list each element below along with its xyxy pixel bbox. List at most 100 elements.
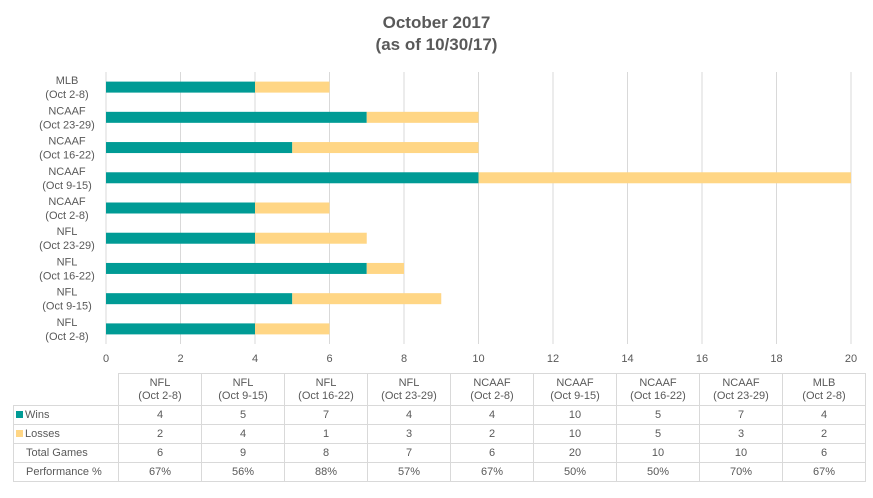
y-tick-label: (Oct 2-8) (45, 210, 88, 222)
y-tick-label: NFL (57, 256, 78, 268)
row-header: Performance % (13, 462, 119, 482)
x-tick-label: 0 (103, 353, 109, 365)
corner-cell (13, 373, 119, 406)
column-header: NFL (Oct 23-29) (367, 373, 451, 406)
x-tick-label: 8 (401, 353, 407, 365)
table-cell: 4 (367, 405, 451, 425)
y-tick-label: NCAAF (48, 196, 86, 208)
bar-losses (255, 202, 330, 214)
column-header: NFL (Oct 9-15) (201, 373, 285, 406)
table-cell: 50% (616, 462, 700, 482)
x-tick-label: 12 (547, 353, 559, 365)
table-cell: 67% (118, 462, 202, 482)
column-header: NFL (Oct 16-22) (284, 373, 368, 406)
row-header: Losses (13, 424, 119, 444)
table-cell: 2 (782, 424, 866, 444)
table-cell: 5 (616, 405, 700, 425)
column-header: NCAAF (Oct 23-29) (699, 373, 783, 406)
y-tick-label: (Oct 9-15) (42, 180, 92, 192)
bar-wins (106, 172, 479, 184)
table-row: Wins 4 5 7 4 4 10 5 7 4 (13, 405, 866, 425)
data-table: NFL (Oct 2-8) NFL (Oct 9-15) NFL (Oct 16-22) N… (13, 373, 866, 482)
table-cell: 70% (699, 462, 783, 482)
x-tick-label: 18 (770, 353, 782, 365)
table-cell: 5 (616, 424, 700, 444)
table-cell: 10 (533, 405, 617, 425)
x-tick-label: 4 (252, 353, 258, 365)
table-cell: 8 (284, 443, 368, 463)
legend-key (16, 411, 23, 418)
y-tick-label: NCAAF (48, 166, 86, 178)
y-tick-label: (Oct 9-15) (42, 301, 92, 313)
x-tick-label: 10 (472, 353, 484, 365)
table-cell: 9 (201, 443, 285, 463)
table-cell: 20 (533, 443, 617, 463)
bar-losses (292, 293, 442, 305)
table-cell: 2 (118, 424, 202, 444)
subtitle: (as of 10/30/17) (375, 35, 498, 54)
row-header: Wins (13, 405, 119, 425)
table-row: Losses 2 4 1 3 2 10 5 3 2 (13, 424, 866, 444)
y-tick-label: NFL (57, 287, 78, 299)
bar-wins (106, 81, 255, 93)
table-cell: 4 (450, 405, 534, 425)
column-header: MLB (Oct 2-8) (782, 373, 866, 406)
x-tick-label: 2 (177, 353, 183, 365)
table-header: NFL (Oct 2-8) NFL (Oct 9-15) NFL (Oct 16-22) N… (13, 373, 866, 406)
bar-losses (255, 81, 330, 93)
bar-chart: 0 2 4 6 8 10 12 14 16 18 20 NFL (Oct 2-8) NFL (Oct 9-1… (39, 72, 857, 365)
title: October 2017 (382, 13, 491, 32)
table-cell: 6 (118, 443, 202, 463)
column-header: NFL (Oct 2-8) (118, 373, 202, 406)
y-tick-label: (Oct 16-22) (39, 270, 95, 282)
y-tick-label: MLB (56, 75, 79, 87)
y-tick-label: (Oct 16-22) (39, 150, 95, 162)
table-cell: 50% (533, 462, 617, 482)
table-cell: 10 (533, 424, 617, 444)
table-cell: 7 (699, 405, 783, 425)
table-cell: 6 (450, 443, 534, 463)
column-header: NCAAF (Oct 2-8) (450, 373, 534, 406)
x-tick-label: 16 (696, 353, 708, 365)
bar-wins (106, 142, 293, 154)
column-header: NCAAF (Oct 16-22) (616, 373, 700, 406)
row-header: Total Games (13, 443, 119, 463)
column-header: NCAAF (Oct 9-15) (533, 373, 617, 406)
table-cell: 6 (782, 443, 866, 463)
bar-wins (106, 293, 293, 305)
table-cell: 2 (450, 424, 534, 444)
table-cell: 7 (284, 405, 368, 425)
table-cell: 67% (450, 462, 534, 482)
y-tick-label: NFL (57, 226, 78, 238)
chart-title: October 2017 (as of 10/30/17) (0, 12, 873, 56)
table-cell: 57% (367, 462, 451, 482)
table-cell: 4 (201, 424, 285, 444)
table-cell: 1 (284, 424, 368, 444)
bar-losses (366, 111, 479, 123)
y-tick-label: (Oct 2-8) (45, 331, 88, 343)
x-tick-label: 14 (621, 353, 633, 365)
bar-wins (106, 323, 255, 335)
bar-wins (106, 111, 367, 123)
table-cell: 7 (367, 443, 451, 463)
x-tick-label: 20 (845, 353, 857, 365)
bar-losses (255, 323, 330, 335)
table-cell: 10 (616, 443, 700, 463)
table-row: Performance % 67% 56% 88% 57% 67% 50% 50% 70% 67% (13, 462, 866, 482)
table-cell: 10 (699, 443, 783, 463)
y-tick-label: (Oct 23-29) (39, 119, 95, 131)
bar-wins (106, 202, 255, 214)
legend-key (16, 430, 23, 437)
bar-losses (478, 172, 851, 184)
y-tick-label: NCAAF (48, 136, 86, 148)
bar-wins (106, 262, 367, 274)
y-tick-label: NFL (57, 317, 78, 329)
table-cell: 4 (118, 405, 202, 425)
table-cell: 88% (284, 462, 368, 482)
table-cell: 67% (782, 462, 866, 482)
table-cell: 4 (782, 405, 866, 425)
bar-losses (255, 232, 367, 244)
bar-wins (106, 232, 255, 244)
table-cell: 3 (367, 424, 451, 444)
table-cell: 3 (699, 424, 783, 444)
